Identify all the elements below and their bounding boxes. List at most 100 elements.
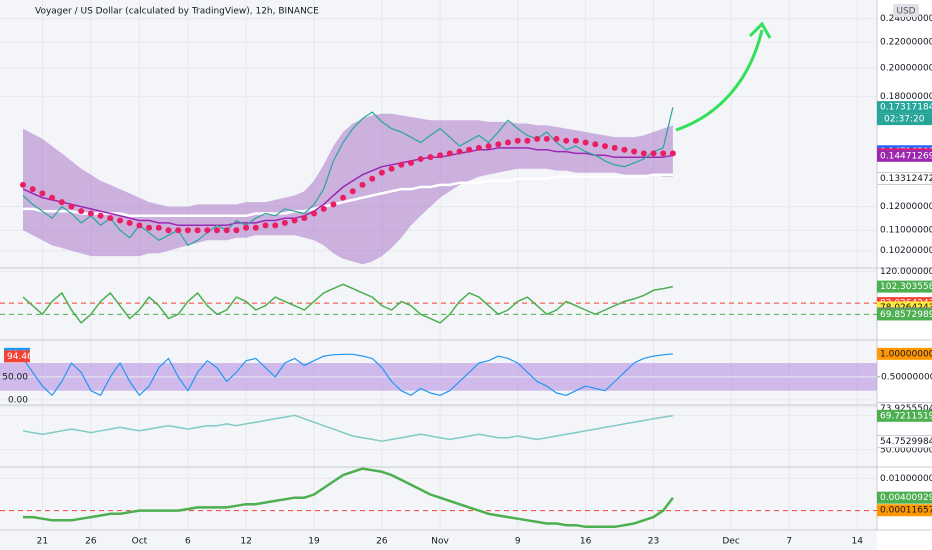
ma-dot bbox=[136, 222, 143, 229]
price-label-box bbox=[877, 504, 932, 517]
price-label: 69.72115194 bbox=[880, 411, 932, 421]
ma-dot bbox=[146, 224, 153, 231]
y-tick-label: 50.00000000 bbox=[880, 445, 932, 455]
ma-dot bbox=[194, 227, 201, 234]
ma-dot bbox=[87, 210, 94, 217]
countdown-box bbox=[877, 113, 932, 126]
ma-dot bbox=[272, 222, 279, 229]
ma-dot bbox=[582, 139, 589, 146]
price-label: 0.00400929 bbox=[880, 493, 932, 503]
y-tick-label: 0.00 bbox=[8, 395, 28, 405]
ma-dot bbox=[437, 152, 444, 159]
ma-dot bbox=[495, 141, 502, 148]
ma-dot bbox=[39, 190, 46, 197]
price-label: 0.17317184 bbox=[880, 103, 932, 113]
left-label: 94.46 bbox=[7, 352, 33, 362]
ma-dot bbox=[78, 208, 85, 215]
ma-dot bbox=[126, 219, 133, 226]
left-label-box bbox=[4, 350, 30, 363]
ma-dot bbox=[175, 227, 182, 234]
ma-dot bbox=[68, 203, 75, 210]
time-tick-label: 16 bbox=[580, 537, 592, 547]
time-tick-label: 19 bbox=[308, 537, 320, 547]
price-label-box bbox=[877, 347, 932, 360]
ma-dot bbox=[475, 144, 482, 151]
time-tick-label: 12 bbox=[240, 537, 251, 547]
ma-dot bbox=[524, 137, 531, 144]
time-tick-label: 21 bbox=[37, 537, 48, 547]
y-tick-label: 0.11000000 bbox=[880, 226, 932, 236]
ma-dot bbox=[553, 135, 560, 142]
ma-dot bbox=[214, 227, 220, 234]
y-tick-label: 0.12000000 bbox=[880, 202, 932, 212]
ma-dot bbox=[49, 194, 56, 201]
ma-dot bbox=[388, 165, 395, 172]
ma-dot bbox=[543, 135, 550, 142]
y-tick-label: 120.00000000 bbox=[880, 267, 932, 277]
series-line bbox=[22, 414, 673, 442]
ma-dot bbox=[262, 222, 269, 229]
price-label-box bbox=[877, 101, 932, 114]
ma-dot bbox=[359, 181, 366, 188]
time-tick-label: Nov bbox=[431, 537, 449, 547]
ma-dot bbox=[427, 154, 434, 161]
series-line bbox=[23, 467, 674, 529]
drawn-arrow bbox=[675, 29, 764, 132]
ma-dot bbox=[107, 215, 114, 222]
currency-badge bbox=[893, 4, 919, 17]
y-tick-label: 50.00 bbox=[2, 372, 28, 382]
ma-dot bbox=[378, 169, 385, 176]
countdown-label: 02:37:20 bbox=[884, 115, 925, 125]
ma-dot bbox=[408, 159, 414, 166]
time-tick-label: 23 bbox=[648, 537, 659, 547]
time-tick-label: 14 bbox=[851, 537, 863, 547]
ma-dot bbox=[243, 224, 250, 231]
ma-dot bbox=[117, 217, 123, 224]
ma-dot bbox=[97, 212, 104, 219]
ma-dot bbox=[369, 175, 376, 182]
ma-dot bbox=[301, 215, 308, 222]
time-tick-label: Dec bbox=[722, 537, 739, 547]
ma-dot bbox=[281, 219, 288, 226]
series-line bbox=[23, 173, 673, 218]
price-label: 1.00000000 bbox=[880, 349, 932, 359]
y-tick-label: 0.18000000 bbox=[880, 92, 932, 102]
price-label-box bbox=[876, 435, 932, 449]
ma-dot bbox=[572, 137, 579, 144]
currency-label: USD bbox=[896, 7, 915, 17]
time-tick-label: 6 bbox=[185, 537, 191, 547]
y-tick-label: 0.10200000 bbox=[880, 246, 932, 256]
ma-dot bbox=[398, 161, 405, 168]
ma-dot bbox=[621, 146, 628, 153]
time-tick-label: 26 bbox=[85, 537, 97, 547]
ma-dot bbox=[223, 227, 230, 234]
time-tick-label: Oct bbox=[132, 537, 148, 547]
chart-title: Voyager / US Dollar (calculated by Tradi… bbox=[35, 7, 319, 17]
ma-dot bbox=[660, 150, 667, 157]
ma-dot bbox=[534, 135, 541, 142]
ma-dot bbox=[485, 143, 492, 150]
ma-dot bbox=[233, 227, 240, 234]
y-tick-label: 0.20000000 bbox=[880, 64, 932, 74]
ma-dot bbox=[349, 188, 356, 195]
series-line bbox=[22, 107, 674, 246]
ma-dot bbox=[417, 156, 424, 163]
ma-dot bbox=[291, 217, 298, 224]
ma-dot bbox=[165, 227, 172, 234]
ma-dot bbox=[29, 186, 36, 193]
time-tick-label: 7 bbox=[786, 537, 792, 547]
y-tick-label: 0.22000000 bbox=[880, 38, 932, 48]
price-label: 102.30355823 bbox=[880, 282, 932, 292]
price-label-box bbox=[877, 409, 932, 422]
ma-dot bbox=[669, 150, 676, 157]
ma-dot bbox=[631, 148, 638, 155]
ma-dot bbox=[592, 141, 599, 148]
price-label-box bbox=[877, 491, 932, 504]
price-label: 0.14471269 bbox=[880, 151, 932, 161]
price-label: 69.85729896 bbox=[880, 310, 932, 320]
ma-dot bbox=[330, 201, 337, 208]
time-tick-label: 9 bbox=[515, 537, 521, 547]
price-label-box bbox=[877, 280, 932, 293]
price-label-box bbox=[876, 171, 932, 185]
